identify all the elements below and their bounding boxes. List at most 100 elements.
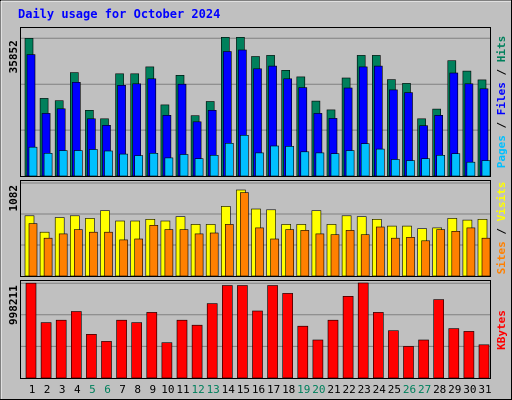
sites-bar-5 bbox=[89, 231, 98, 277]
day-label-14: 14 bbox=[222, 383, 236, 396]
legend-files: Files bbox=[495, 82, 508, 115]
day-label-24: 24 bbox=[373, 383, 387, 396]
sites-bar-30 bbox=[466, 227, 476, 277]
day-label-13: 13 bbox=[207, 383, 220, 396]
pages-bar-10 bbox=[164, 157, 174, 177]
kbytes-bar-24 bbox=[372, 312, 384, 379]
day-label-20: 20 bbox=[312, 383, 325, 396]
sites-bar-8 bbox=[134, 238, 143, 277]
day-label-27: 27 bbox=[418, 383, 431, 396]
kbytes-bar-21 bbox=[327, 319, 339, 379]
kbytes-bar-11 bbox=[176, 319, 188, 379]
legend-pages: Pages bbox=[495, 135, 508, 168]
legend-sites: Sites bbox=[495, 241, 508, 274]
bars bbox=[24, 36, 491, 379]
sites-bar-12 bbox=[194, 233, 204, 277]
sites-bar-29 bbox=[451, 231, 461, 277]
kbytes-bar-23 bbox=[357, 282, 369, 379]
sites-bar-18 bbox=[285, 229, 295, 277]
hits-files-pages-legend-separator: / bbox=[495, 62, 508, 82]
sites-bar-17 bbox=[270, 238, 279, 277]
pages-bar-19 bbox=[300, 151, 310, 177]
day-label-3: 3 bbox=[59, 383, 66, 396]
kbytes-bar-14 bbox=[222, 285, 233, 379]
day-label-28: 28 bbox=[433, 383, 446, 396]
kbytes-max-label: 998211 bbox=[7, 285, 20, 325]
day-label-2: 2 bbox=[44, 383, 51, 396]
pages-bar-15 bbox=[240, 135, 249, 177]
sites-bar-24 bbox=[375, 226, 385, 277]
kbytes-bar-6 bbox=[101, 341, 112, 379]
pages-bar-31 bbox=[481, 160, 491, 177]
pages-bar-26 bbox=[406, 160, 415, 177]
sites-bar-16 bbox=[255, 227, 264, 277]
sites-bar-20 bbox=[315, 233, 325, 277]
sites-bar-19 bbox=[300, 230, 310, 277]
day-label-22: 22 bbox=[342, 383, 355, 396]
pages-bar-14 bbox=[225, 143, 234, 177]
kbytes-bar-19 bbox=[297, 325, 309, 379]
sites-bar-21 bbox=[330, 234, 340, 277]
day-label-15: 15 bbox=[237, 383, 250, 396]
legend-hits: Hits bbox=[495, 36, 508, 63]
sites-bar-6 bbox=[104, 231, 113, 277]
day-label-23: 23 bbox=[358, 383, 371, 396]
sites-bar-14 bbox=[225, 224, 234, 277]
pages-bar-11 bbox=[179, 154, 189, 177]
pages-bar-18 bbox=[285, 146, 295, 177]
kbytes-bar-29 bbox=[448, 328, 460, 379]
kbytes-bar-9 bbox=[146, 312, 158, 379]
kbytes-bar-30 bbox=[463, 331, 475, 379]
day-label-6: 6 bbox=[104, 383, 111, 396]
sites-bar-2 bbox=[43, 237, 53, 277]
visits-sites-legend: Sites / Visits bbox=[495, 182, 508, 275]
day-label-30: 30 bbox=[463, 383, 476, 396]
pages-bar-23 bbox=[360, 143, 370, 177]
kbytes-bar-22 bbox=[342, 295, 354, 379]
sites-bar-10 bbox=[164, 229, 174, 277]
sites-bar-22 bbox=[345, 230, 355, 277]
pages-bar-22 bbox=[345, 150, 355, 177]
pages-bar-28 bbox=[436, 155, 446, 177]
kbytes-bar-18 bbox=[282, 293, 294, 379]
kbytes-bar-10 bbox=[161, 342, 173, 379]
kbytes-bar-27 bbox=[418, 339, 429, 379]
pages-bar-17 bbox=[270, 145, 279, 177]
day-label-25: 25 bbox=[388, 383, 401, 396]
pages-bar-7 bbox=[119, 153, 128, 177]
sites-bar-15 bbox=[240, 192, 249, 277]
chart-title: Daily usage for October 2024 bbox=[18, 7, 220, 21]
day-label-21: 21 bbox=[327, 383, 340, 396]
day-label-4: 4 bbox=[74, 383, 81, 396]
kbytes-bar-2 bbox=[40, 322, 52, 379]
day-label-10: 10 bbox=[161, 383, 174, 396]
kbytes-bar-12 bbox=[191, 324, 203, 379]
pages-bar-8 bbox=[134, 155, 143, 177]
pages-bar-4 bbox=[74, 150, 83, 177]
pages-bar-13 bbox=[209, 155, 219, 177]
sites-bar-9 bbox=[149, 225, 159, 277]
pages-bar-3 bbox=[58, 150, 68, 177]
day-label-9: 9 bbox=[149, 383, 156, 396]
kbytes-bar-8 bbox=[131, 322, 142, 379]
kbytes-bar-16 bbox=[252, 310, 263, 379]
kbytes-bar-3 bbox=[55, 319, 67, 379]
day-label-26: 26 bbox=[403, 383, 416, 396]
kbytes-bar-28 bbox=[433, 299, 445, 379]
kbytes-bar-7 bbox=[116, 319, 127, 379]
pages-bar-9 bbox=[149, 153, 159, 177]
pages-bar-1 bbox=[28, 146, 38, 177]
hits-files-pages-legend-separator: / bbox=[495, 115, 508, 135]
pages-bar-27 bbox=[421, 158, 430, 177]
day-label-7: 7 bbox=[119, 383, 126, 396]
legend-kbytes: KBytes bbox=[495, 310, 508, 350]
kbytes-bar-1 bbox=[25, 282, 37, 379]
day-label-19: 19 bbox=[297, 383, 310, 396]
day-label-8: 8 bbox=[134, 383, 141, 396]
day-label-5: 5 bbox=[89, 383, 96, 396]
kbytes-bar-20 bbox=[312, 339, 324, 379]
pages-bar-20 bbox=[315, 152, 325, 177]
day-label-29: 29 bbox=[448, 383, 461, 396]
day-label-18: 18 bbox=[282, 383, 295, 396]
